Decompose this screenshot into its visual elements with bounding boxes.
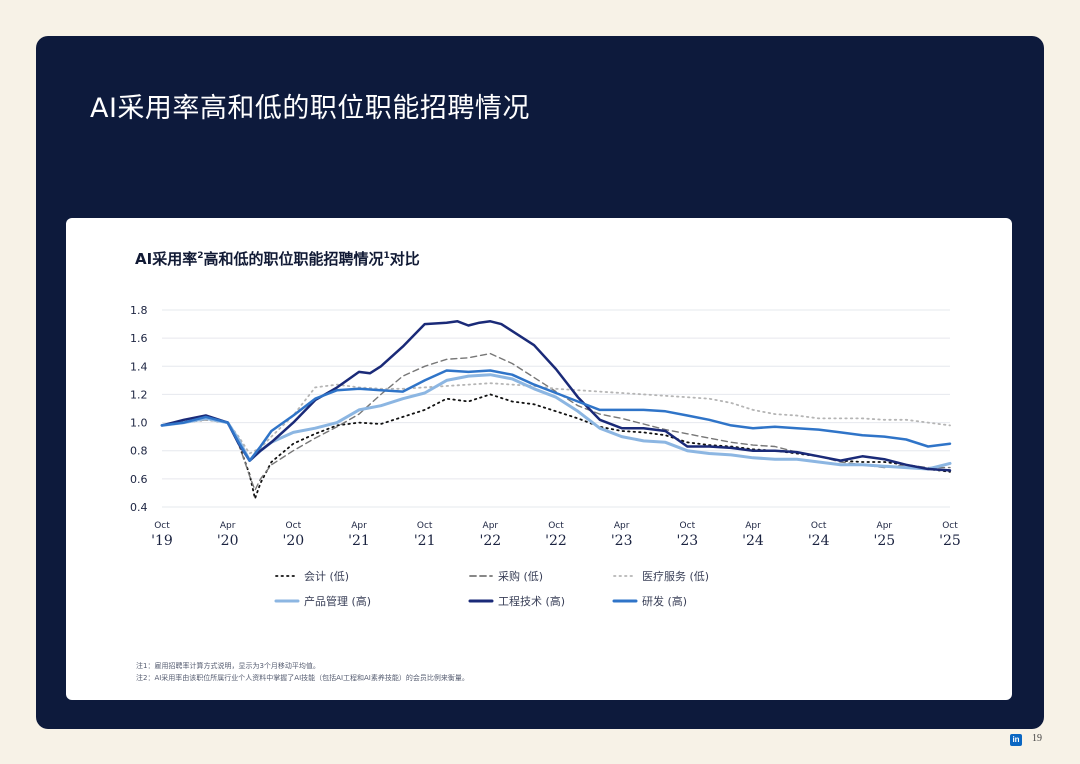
note-2: 注2：AI采用率由该职位所属行业个人资料中掌握了AI技能（包括AI工程和AI素养… [136,674,469,682]
chart-title-footnote-2: 2 [197,251,204,261]
y-tick-label: 1.2 [130,388,148,401]
x-tick-month: Oct [154,521,170,531]
x-tick-year: '21 [414,533,436,549]
x-tick-month: Oct [811,521,827,531]
legend-label: 工程技术 (高) [498,594,565,608]
x-tick-month: Apr [745,521,761,531]
x-tick-month: Oct [680,521,696,531]
x-tick-year: '21 [348,533,370,549]
chart-title-part1: AI采用率 [135,250,198,268]
x-tick-year: '23 [611,533,633,549]
linkedin-logo-icon: in [1010,734,1022,746]
y-tick-label: 0.6 [130,473,148,486]
x-tick-month: Apr [877,521,893,531]
note-1: 注1：雇用招聘率计算方式说明，显示为3个月移动平均值。 [136,662,320,670]
y-tick-label: 0.8 [130,445,148,458]
legend-label: 会计 (低) [304,570,349,583]
x-tick-year: '19 [151,533,173,549]
chart-legend: 会计 (低) 采购 (低) 医疗服务 (低) 产品管理 (高) 工程技术 (高) 研发 (… [274,569,709,608]
y-tick-label: 1.0 [130,417,148,430]
x-tick-year: '22 [545,533,567,549]
page-number: 19 [1032,733,1042,744]
chart-notes: 注1：雇用招聘率计算方式说明，显示为3个月移动平均值。 注2：AI采用率由该职位… [136,660,469,684]
legend-label: 医疗服务 (低) [642,569,709,583]
x-tick-month: Apr [220,521,236,531]
chart-title-part2: 高和低的职位职能招聘情况 [203,250,384,268]
legend-label: 研发 (高) [642,594,687,608]
legend-label: 产品管理 (高) [304,594,371,608]
x-tick-month: Oct [417,521,433,531]
x-tick-year: '24 [808,533,830,549]
x-tick-month: Oct [286,521,302,531]
chart-gridlines [162,309,950,508]
page-title: AI采用率高和低的职位职能招聘情况 [90,93,530,124]
x-tick-year: '24 [742,533,764,549]
chart-title-part3: 对比 [389,250,420,268]
x-tick-year: '25 [873,533,895,549]
x-tick-month: Oct [942,521,958,531]
x-tick-year: '25 [939,533,961,549]
series-line-2 [161,382,951,455]
x-tick-month: Apr [483,521,499,531]
series-line-4 [160,320,952,472]
x-tick-month: Apr [614,521,630,531]
x-axis-ticks: Oct '19 Apr '20 Oct '20 Apr '21 Oct '21 Apr '22 Oct '… [151,521,961,549]
y-axis-ticks: 0.4 0.6 0.8 1.0 1.2 1.4 1.6 1.8 [130,304,148,514]
x-tick-year: '20 [282,533,304,549]
series-line-0 [161,393,951,500]
series-line-1 [161,352,951,491]
chart-title-footnote-1: 1 [383,251,390,261]
chart-title: AI采用率2高和低的职位职能招聘情况1对比 [135,248,420,269]
x-tick-year: '23 [676,533,698,549]
y-tick-label: 1.4 [130,360,148,373]
x-tick-month: Oct [548,521,564,531]
x-tick-year: '20 [217,533,239,549]
chart-series-lines [160,320,952,500]
x-tick-year: '22 [479,533,501,549]
x-tick-month: Apr [351,521,367,531]
y-tick-label: 0.4 [130,501,148,514]
series-line-5 [160,369,952,462]
y-tick-label: 1.6 [130,332,148,345]
legend-label: 采购 (低) [498,569,543,583]
y-tick-label: 1.8 [130,304,148,317]
